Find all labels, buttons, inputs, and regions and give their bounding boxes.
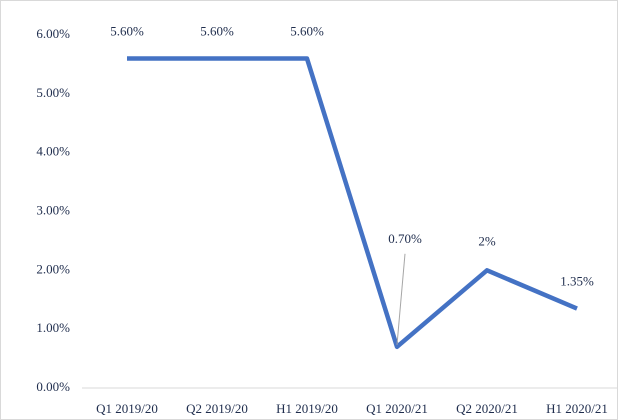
x-tick-label: Q1 2019/20: [96, 401, 158, 416]
y-tick-label: 4.00%: [36, 144, 70, 159]
y-tick-label: 1.00%: [36, 320, 70, 335]
x-tick-label: Q2 2020/21: [456, 401, 518, 416]
x-tick-label: H1 2020/21: [546, 401, 608, 416]
data-label: 5.60%: [290, 24, 324, 39]
y-tick-label: 0.00%: [36, 379, 70, 394]
y-tick-label: 3.00%: [36, 202, 70, 217]
x-tick-label: Q1 2020/21: [366, 401, 428, 416]
data-line: [127, 56, 578, 350]
y-tick-label: 5.00%: [36, 85, 70, 100]
y-tick-label: 2.00%: [36, 261, 70, 276]
data-label: 0.70%: [388, 231, 422, 246]
y-tick-label: 6.00%: [36, 26, 70, 41]
data-label: 5.60%: [200, 24, 234, 39]
data-label: 5.60%: [110, 24, 144, 39]
data-label: 1.35%: [560, 274, 594, 289]
x-tick-label: Q2 2019/20: [186, 401, 248, 416]
leader-line: [396, 253, 406, 345]
data-label: 2%: [478, 233, 496, 248]
x-tick-label: H1 2019/20: [276, 401, 338, 416]
